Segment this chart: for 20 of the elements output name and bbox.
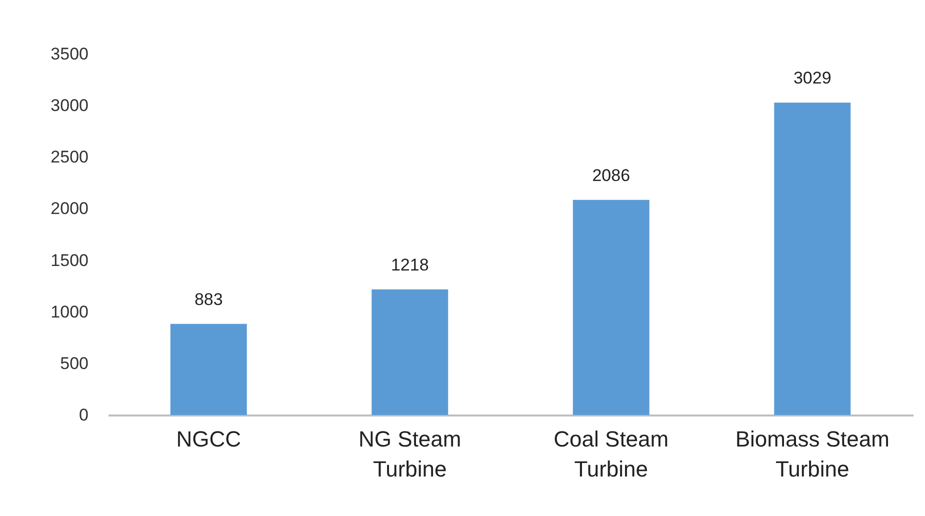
- bar: [170, 324, 247, 415]
- y-tick-label: 0: [79, 406, 88, 424]
- data-label: 2086: [592, 166, 630, 185]
- x-tick-label: Coal Steam Turbine: [554, 426, 669, 482]
- y-tick-label: 1000: [50, 302, 88, 322]
- y-tick-label: 2500: [50, 148, 88, 167]
- y-tick-label: 1500: [50, 250, 88, 270]
- data-label: 1218: [390, 255, 429, 274]
- data-label: 3029: [793, 68, 832, 88]
- y-tick-label: 3000: [50, 96, 88, 116]
- x-tick-label: NGCC: [176, 426, 242, 452]
- y-tick-label: 2000: [50, 199, 88, 218]
- y-tick-label: 500: [60, 354, 88, 373]
- x-tick-label: Biomass Steam Turbine: [735, 426, 890, 482]
- y-tick-label: 3500: [50, 44, 88, 64]
- bar: [774, 102, 851, 415]
- bar: [372, 289, 448, 415]
- data-label: 883: [194, 290, 223, 309]
- bar: [572, 200, 650, 415]
- x-tick-label: NG Steam Turbine: [358, 426, 462, 482]
